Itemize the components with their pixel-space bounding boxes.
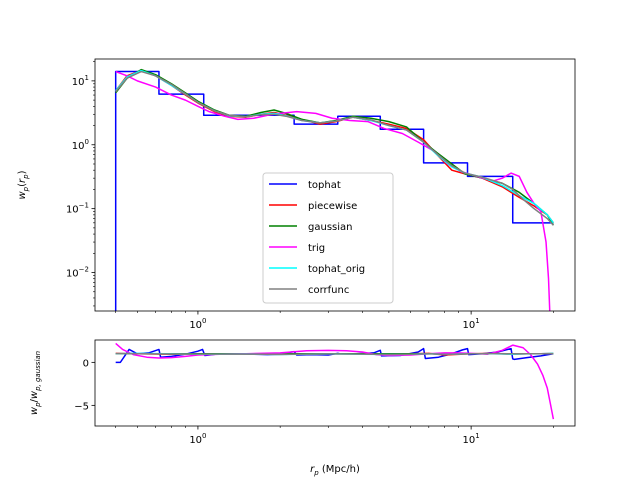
bottom-series-layer [115,342,555,420]
bottom-ytick-label: 0 [83,358,89,369]
top-panel: 100 101 10−2 10−1 100 101 tophat piecewise gaus… [17,58,576,331]
bottom-ylabel: wp/wp, gaussian [29,351,42,415]
legend-frame [262,172,394,304]
legend-label-tophat-orig: tophat_orig [308,264,365,275]
legend-label-corrfunc: corrfunc [308,285,349,296]
top-ytick-label: 100 [72,138,89,152]
top-series-layer [114,68,555,311]
top-ytick-label: 101 [72,74,89,88]
top-axes-frame [94,58,576,312]
top-xtick-label: 100 [189,317,206,331]
top-ticks-layer: 100 101 10−2 10−1 100 101 [66,61,554,331]
top-series-corrfunc [115,70,554,226]
bottom-ticks-layer: 100 101 −5 0 [74,358,554,446]
bottom-xtick-label: 101 [463,432,480,446]
bottom-series-corrfunc [115,352,554,356]
legend: tophat piecewise gaussian trig tophat_origco… [262,172,394,304]
bottom-xlabel: rp (Mpc/h) [310,464,360,477]
legend-label-tophat: tophat [308,180,341,191]
top-xtick-label: 101 [463,317,480,331]
legend-label-trig: trig [308,243,325,254]
top-ylabel: wp(rp) [17,170,30,199]
top-series-trig [115,70,551,311]
bottom-axes-frame [94,339,576,427]
bottom-xtick-label: 100 [189,432,206,446]
bottom-panel: 100 101 −5 0 rp (Mpc/h) wp/wp, gaussian [29,339,576,477]
top-ytick-label: 10−2 [66,266,89,280]
bottom-ytick-label: −5 [74,401,89,412]
legend-label-gaussian: gaussian [308,222,352,233]
legend-label-piecewise: piecewise [308,201,357,212]
top-ytick-label: 10−1 [66,202,89,216]
